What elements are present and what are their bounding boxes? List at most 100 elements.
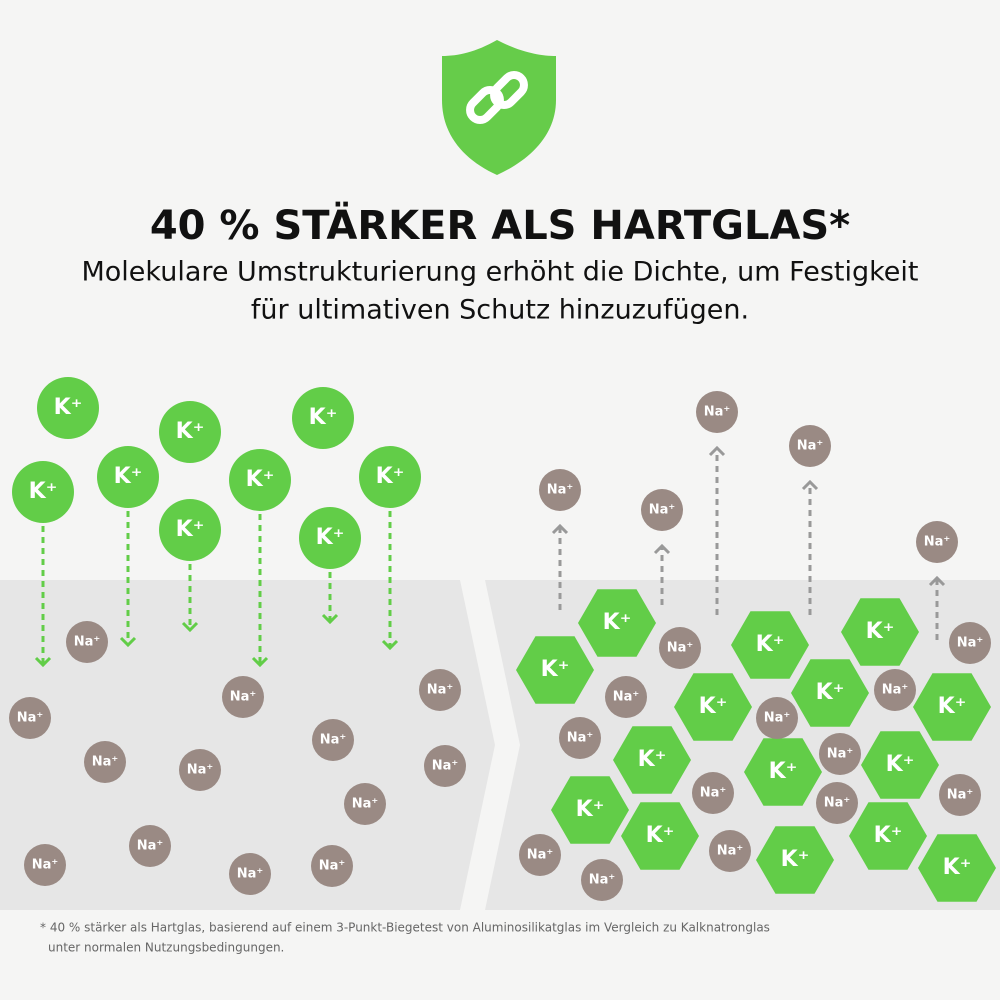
sodium-ion bbox=[9, 697, 51, 739]
ion-label: K⁺ bbox=[54, 395, 83, 420]
ion-label: Na⁺ bbox=[717, 844, 744, 859]
ion-label: K⁺ bbox=[699, 694, 728, 719]
ion-label: Na⁺ bbox=[567, 731, 594, 746]
sodium-ion bbox=[659, 627, 701, 669]
sodium-ion bbox=[789, 425, 831, 467]
potassium-ion bbox=[674, 673, 752, 741]
ion-label: K⁺ bbox=[309, 405, 338, 430]
sodium-ion bbox=[939, 774, 981, 816]
sodium-ion bbox=[419, 669, 461, 711]
potassium-ion bbox=[292, 387, 354, 449]
sodium-ion bbox=[816, 782, 858, 824]
sodium-ion bbox=[539, 469, 581, 511]
ion-label: Na⁺ bbox=[137, 839, 164, 854]
ion-label: Na⁺ bbox=[589, 873, 616, 888]
potassium-ion bbox=[516, 636, 594, 704]
potassium-ion bbox=[229, 449, 291, 511]
ion-label: Na⁺ bbox=[92, 755, 119, 770]
ion-label: K⁺ bbox=[769, 759, 798, 784]
sodium-ion bbox=[692, 772, 734, 814]
ion-label: Na⁺ bbox=[17, 711, 44, 726]
ion-label: Na⁺ bbox=[427, 683, 454, 698]
ion-label: Na⁺ bbox=[764, 711, 791, 726]
sodium-ion bbox=[424, 745, 466, 787]
arrowhead bbox=[381, 639, 399, 651]
potassium-ion bbox=[359, 446, 421, 508]
sodium-ion bbox=[222, 676, 264, 718]
ion-label: K⁺ bbox=[376, 464, 405, 489]
potassium-ion bbox=[12, 461, 74, 523]
arrowhead bbox=[34, 656, 52, 668]
ion-label: Na⁺ bbox=[187, 763, 214, 778]
ion-label: Na⁺ bbox=[527, 848, 554, 863]
shield-icon bbox=[442, 40, 556, 175]
ion-label: Na⁺ bbox=[230, 690, 257, 705]
footnote: unter normalen Nutzungsbedingungen. bbox=[48, 941, 284, 955]
sodium-ion bbox=[229, 853, 271, 895]
ion-label: K⁺ bbox=[943, 855, 972, 880]
ion-label: K⁺ bbox=[29, 479, 58, 504]
potassium-ion bbox=[621, 802, 699, 870]
ion-label: K⁺ bbox=[756, 632, 785, 657]
arrowhead bbox=[653, 543, 671, 555]
ion-label: Na⁺ bbox=[649, 503, 676, 518]
ion-label: K⁺ bbox=[576, 797, 605, 822]
ion-label: K⁺ bbox=[176, 419, 205, 444]
sodium-ion bbox=[709, 830, 751, 872]
ion-label: K⁺ bbox=[638, 747, 667, 772]
potassium-ion bbox=[299, 507, 361, 569]
arrowhead bbox=[801, 479, 819, 491]
ion-label: Na⁺ bbox=[667, 641, 694, 656]
ion-label: Na⁺ bbox=[882, 683, 909, 698]
sodium-ion bbox=[874, 669, 916, 711]
potassium-ion bbox=[578, 589, 656, 657]
ion-label: K⁺ bbox=[114, 464, 143, 489]
arrowhead bbox=[708, 445, 726, 457]
sodium-ion bbox=[605, 676, 647, 718]
potassium-ion bbox=[731, 611, 809, 679]
arrowhead bbox=[181, 621, 199, 633]
ion-label: Na⁺ bbox=[320, 733, 347, 748]
ion-label: K⁺ bbox=[316, 525, 345, 550]
ion-label: Na⁺ bbox=[704, 405, 731, 420]
ion-label: K⁺ bbox=[886, 752, 915, 777]
potassium-ion bbox=[913, 673, 991, 741]
potassium-ion bbox=[756, 826, 834, 894]
subtitle: Molekulare Umstrukturierung erhöht die D… bbox=[81, 257, 918, 288]
ion-label: K⁺ bbox=[246, 467, 275, 492]
ion-label: Na⁺ bbox=[824, 796, 851, 811]
sodium-ion bbox=[24, 844, 66, 886]
ion-label: Na⁺ bbox=[924, 535, 951, 550]
sodium-ion bbox=[312, 719, 354, 761]
glass-before bbox=[0, 580, 495, 910]
potassium-ion bbox=[37, 377, 99, 439]
ion-label: K⁺ bbox=[781, 847, 810, 872]
ions: K⁺ K⁺ K⁺ K⁺ K⁺ K⁺ K⁺ K⁺ K⁺ Na⁺ Na⁺ Na⁺ Na⁺ Na⁺ Na⁺ Na⁺ N… bbox=[9, 377, 996, 902]
sodium-ion bbox=[696, 391, 738, 433]
sodium-ion bbox=[66, 621, 108, 663]
ion-label: K⁺ bbox=[541, 657, 570, 682]
potassium-ion bbox=[159, 499, 221, 561]
ion-label: Na⁺ bbox=[74, 635, 101, 650]
potassium-ion bbox=[861, 731, 939, 799]
ion-label: Na⁺ bbox=[700, 786, 727, 801]
ion-label: K⁺ bbox=[816, 680, 845, 705]
sodium-ion bbox=[344, 783, 386, 825]
ion-label: Na⁺ bbox=[32, 858, 59, 873]
ion-label: K⁺ bbox=[603, 610, 632, 635]
sodium-ion bbox=[756, 697, 798, 739]
ion-label: Na⁺ bbox=[947, 788, 974, 803]
potassium-ion bbox=[551, 776, 629, 844]
ion-label: Na⁺ bbox=[432, 759, 459, 774]
title: 40 % STÄRKER ALS HARTGLAS* bbox=[150, 201, 850, 249]
ion-label: Na⁺ bbox=[319, 859, 346, 874]
arrowhead bbox=[551, 523, 569, 535]
sodium-ion bbox=[641, 489, 683, 531]
ion-label: Na⁺ bbox=[352, 797, 379, 812]
sodium-ion bbox=[311, 845, 353, 887]
sodium-ion bbox=[819, 733, 861, 775]
sodium-ion bbox=[519, 834, 561, 876]
potassium-ion bbox=[849, 802, 927, 870]
